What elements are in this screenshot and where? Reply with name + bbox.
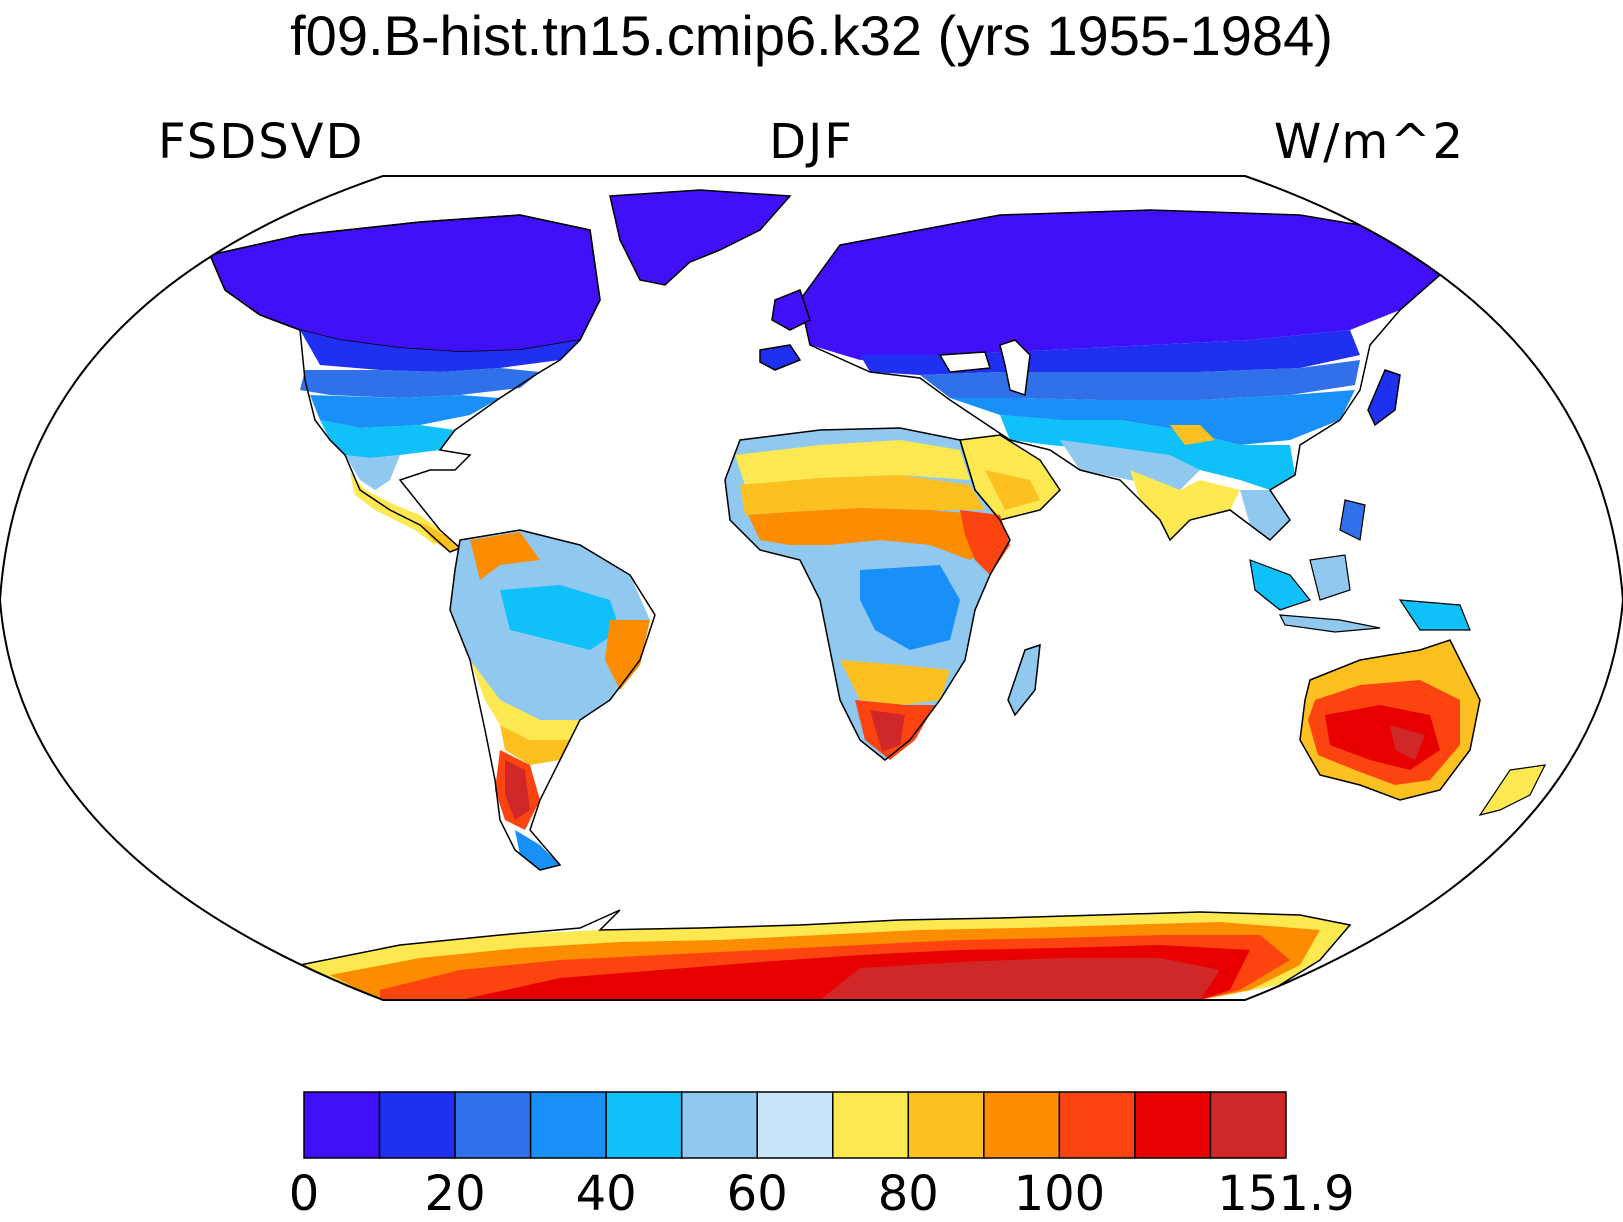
antarctica-region	[299, 909, 1352, 1000]
colorbar-swatch	[454, 1091, 532, 1159]
map-title: f09.B-hist.tn15.cmip6.k32 (yrs 1955-1984…	[290, 4, 1333, 67]
colorbar-swatch	[303, 1091, 381, 1159]
land-fields	[208, 189, 1547, 1000]
colorbar-swatch	[605, 1091, 683, 1159]
colorbar-swatch	[1134, 1091, 1212, 1159]
colorbar-tick-label: 0	[288, 1166, 320, 1222]
colorbar-swatch	[378, 1091, 456, 1159]
colorbar-tick-label: 20	[424, 1166, 486, 1222]
colorbar-swatch	[1209, 1091, 1287, 1159]
africa-region	[724, 427, 1041, 761]
colorbar-tick-label: 100	[1013, 1166, 1106, 1222]
colorbar-swatch	[832, 1091, 910, 1159]
colorbar-swatch	[983, 1091, 1061, 1159]
colorbar-tick-label: 60	[726, 1166, 788, 1222]
eurasia-region	[759, 209, 1441, 542]
colorbar-swatch	[907, 1091, 985, 1159]
season-label: DJF	[769, 114, 854, 170]
map-boundary	[0, 175, 1623, 1001]
colorbar-swatch	[680, 1091, 758, 1159]
south-america-region	[449, 529, 656, 871]
colorbar-tick-label: 40	[575, 1166, 637, 1222]
colorbar-swatch	[1058, 1091, 1136, 1159]
variable-label: FSDSVD	[158, 114, 365, 170]
colorbar-swatch	[529, 1091, 607, 1159]
colorbar-swatch	[756, 1091, 834, 1159]
greenland-region	[609, 189, 792, 286]
australia-region	[1299, 639, 1547, 816]
north-america-region	[208, 214, 601, 553]
colorbar-tick-label: 151.9	[1217, 1166, 1355, 1222]
maritime-asia-region	[1249, 499, 1471, 633]
units-label: W/m^2	[1273, 114, 1465, 170]
colorbar-tick-label: 80	[877, 1166, 939, 1222]
